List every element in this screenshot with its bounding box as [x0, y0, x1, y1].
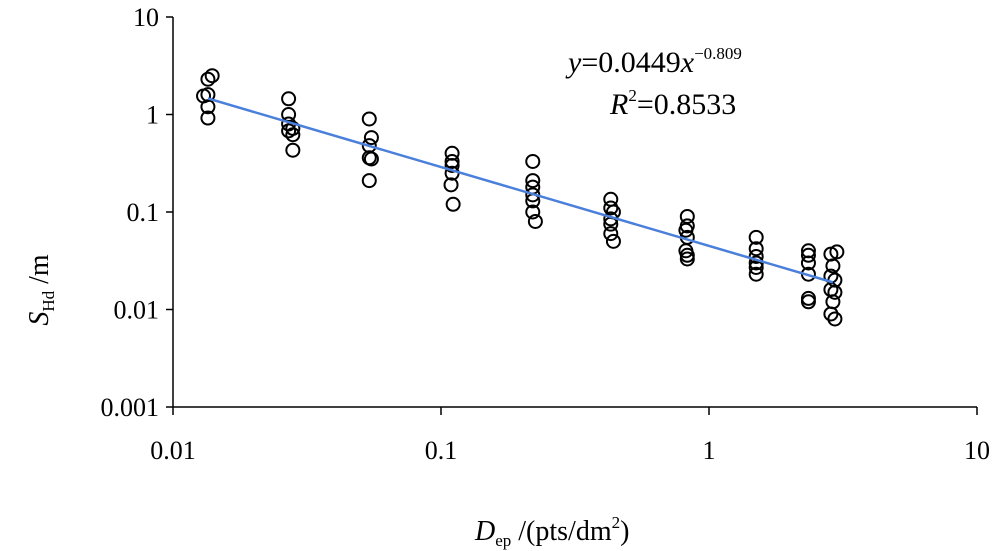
data-point: [444, 153, 460, 169]
data-point: [800, 255, 816, 271]
data-point: [829, 244, 845, 260]
data-point: [363, 151, 379, 167]
data-point: [827, 284, 843, 300]
data-point: [800, 294, 816, 310]
data-point: [363, 130, 379, 146]
data-point: [678, 222, 694, 238]
data-point: [443, 177, 459, 193]
y-axis-title: SHd /m: [24, 254, 58, 326]
data-point: [603, 226, 619, 242]
data-point: [748, 266, 764, 282]
data-point: [361, 173, 377, 189]
y-tick-label: 0.01: [114, 296, 160, 325]
data-point: [361, 111, 377, 127]
power-trendline: [207, 97, 834, 284]
data-point: [525, 173, 541, 189]
data-point: [748, 229, 764, 245]
data-point: [605, 233, 621, 249]
data-point: [281, 91, 297, 107]
data-point: [525, 204, 541, 220]
data-point: [200, 99, 216, 115]
x-tick-label: 0.01: [150, 436, 196, 465]
y-axis: 0.001 0.01 0.1 1 10: [101, 3, 174, 422]
y-tick-label: 1: [146, 101, 159, 130]
data-point: [200, 71, 216, 87]
data-point: [285, 142, 301, 158]
x-tick-label: 1: [703, 436, 716, 465]
data-point: [679, 251, 695, 267]
x-tick-label: 0.1: [425, 436, 458, 465]
x-tick-label: 10: [964, 436, 990, 465]
data-point: [748, 241, 764, 257]
data-point: [527, 213, 543, 229]
data-point: [444, 157, 460, 173]
data-point: [825, 258, 841, 274]
data-point: [525, 153, 541, 169]
data-point: [748, 248, 764, 264]
data-point: [800, 247, 816, 263]
y-tick-label: 10: [133, 3, 159, 32]
data-point: [200, 110, 216, 126]
x-axis-title: Dep /(pts/dm2): [474, 513, 629, 550]
data-point: [285, 120, 301, 136]
data-point: [445, 196, 461, 212]
x-axis: 0.01 0.1 1 10: [150, 406, 990, 465]
data-point: [825, 294, 841, 310]
r-squared-label: R2=0.8533: [609, 86, 736, 121]
y-tick-label: 0.1: [127, 198, 160, 227]
data-point: [204, 68, 220, 84]
data-point: [827, 311, 843, 327]
y-tick-label: 0.001: [101, 393, 160, 422]
trendline-equation: y=0.0449x−0.809: [565, 44, 742, 79]
data-points: [196, 68, 845, 327]
data-point: [285, 127, 301, 143]
